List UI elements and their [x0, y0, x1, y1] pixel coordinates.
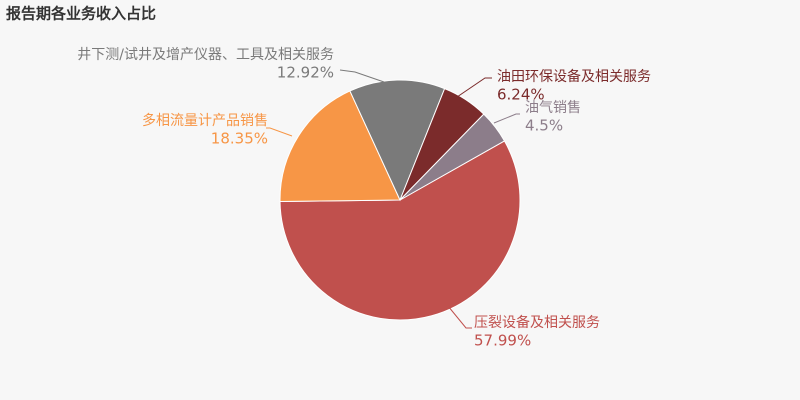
slice-value-label: 4.5%	[525, 117, 563, 135]
slice-label: 井下测/试井及增产仪器、工具及相关服务	[77, 47, 334, 63]
chart-title: 报告期各业务收入占比	[6, 5, 156, 23]
leader-line	[266, 127, 293, 137]
slice-label: 油气销售	[525, 100, 581, 116]
leader-line	[456, 77, 492, 98]
pie-slice	[279, 140, 521, 321]
leader-line	[493, 113, 520, 124]
slice-value-label: 12.92%	[277, 64, 334, 82]
slice-value-label: 57.99%	[474, 332, 531, 350]
leader-line	[339, 69, 385, 83]
slice-label: 压裂设备及相关服务	[474, 314, 600, 331]
slice-value-label: 6.24%	[497, 86, 545, 104]
pie-slice	[279, 90, 401, 203]
slice-label: 多相流量计产品销售	[142, 112, 268, 129]
pie-slice	[399, 113, 506, 201]
pie-slice	[349, 79, 446, 202]
slice-value-label: 18.35%	[211, 130, 268, 148]
slice-label: 油田环保设备及相关服务	[497, 68, 651, 85]
leader-line	[447, 305, 472, 329]
